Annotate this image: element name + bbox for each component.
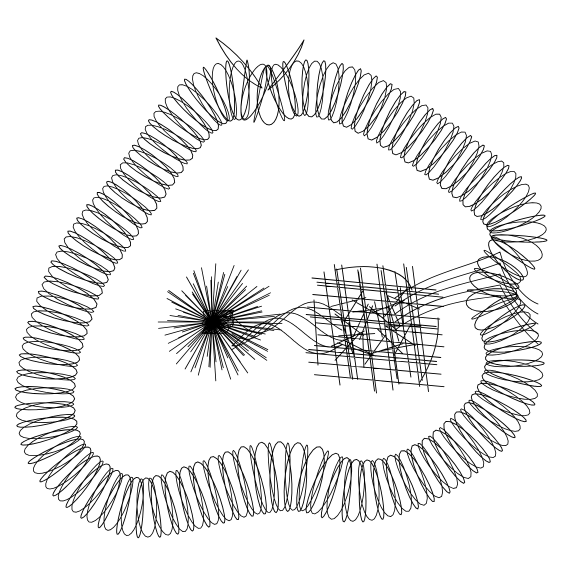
- wave-strand-5: [231, 323, 343, 355]
- wave-strand-4: [231, 317, 343, 350]
- line-tangle-lines: [305, 263, 445, 394]
- star-burst-core: [201, 309, 235, 335]
- wave-strand-3: [231, 312, 343, 347]
- outer-looping-band: [14, 37, 548, 539]
- line-tangle-frame: [313, 266, 439, 383]
- band-tip-left: [215, 37, 263, 89]
- band-loop-curve: [14, 59, 548, 539]
- right-strand-3: [394, 273, 539, 325]
- right-strand-4: [394, 284, 539, 335]
- band-loop-curve-secondary: [15, 60, 547, 538]
- left-star-burst: [157, 263, 283, 382]
- band-tip-right: [267, 39, 305, 91]
- right-strand-1: [394, 251, 539, 305]
- right-strand-5: [394, 295, 539, 345]
- right-line-tangle: [305, 263, 445, 394]
